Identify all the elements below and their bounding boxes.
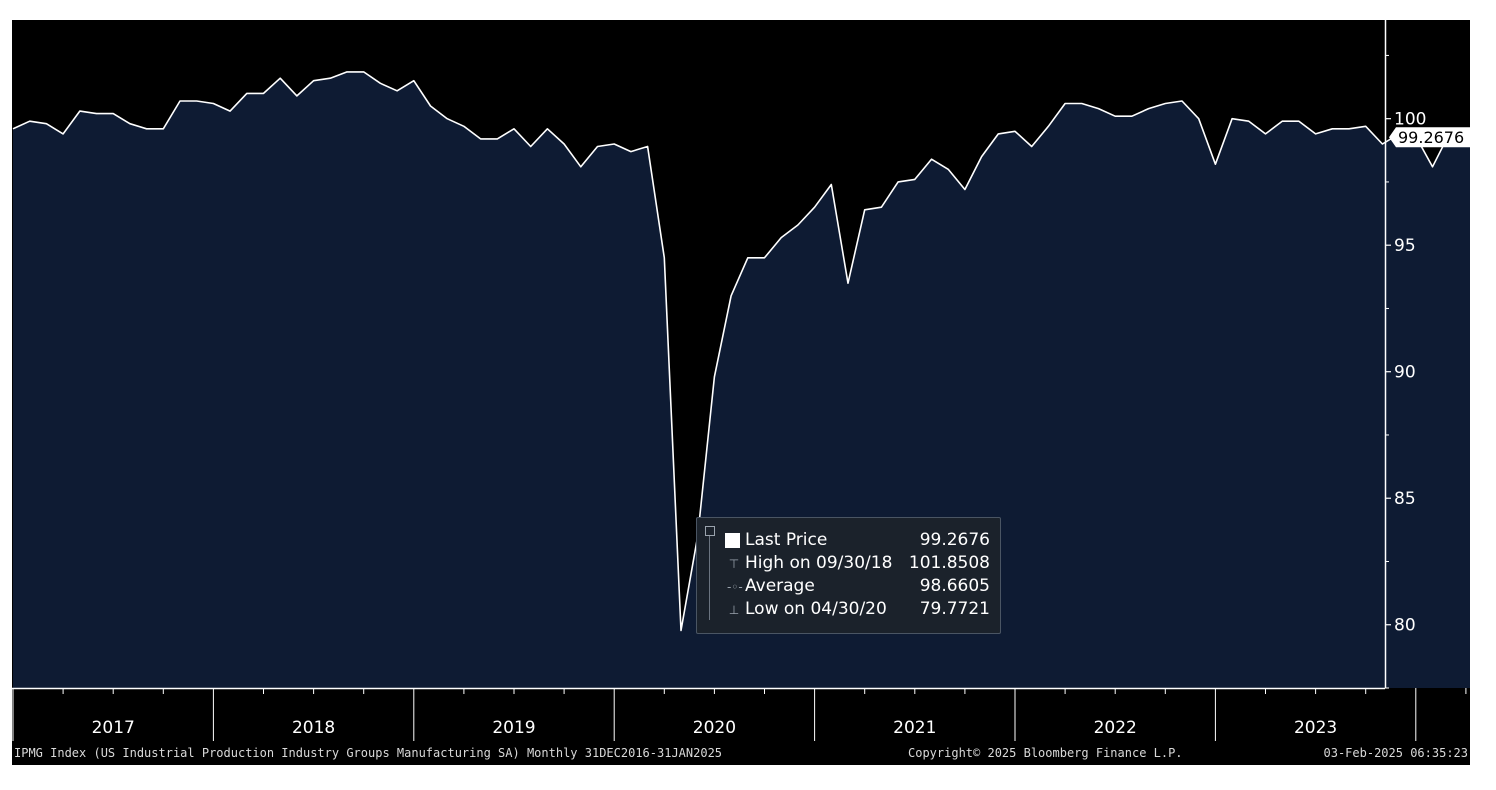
average-marker-icon: -◦- (727, 580, 743, 594)
legend-label: Low on 04/30/20 (745, 599, 887, 619)
low-marker-icon: ⊥ (728, 603, 740, 617)
footer-description: IPMG Index (US Industrial Production Ind… (14, 746, 723, 760)
legend-label: High on 09/30/18 (745, 553, 893, 573)
last-price-callout-label: 99.2676 (1398, 128, 1464, 147)
x-tick-label: 2022 (1094, 718, 1137, 738)
legend-row-high: ⊤ High on 09/30/18 101.8508 (697, 553, 1000, 575)
legend-value: 79.7721 (919, 599, 990, 619)
legend-tree-line (709, 536, 710, 620)
chart-frame: 80 85 90 95 100 99.2676 2017 2018 2019 2020 2021 20… (12, 20, 1470, 765)
legend-label: Last Price (745, 530, 828, 550)
y-tick-label: 100 (1394, 110, 1426, 130)
white-square-icon (725, 533, 740, 548)
legend-value: 101.8508 (908, 553, 990, 573)
legend-value: 99.2676 (919, 530, 990, 550)
y-tick-label: 80 (1394, 616, 1416, 636)
x-tick-label: 2020 (693, 718, 736, 738)
x-tick-label: 2017 (92, 718, 135, 738)
legend-value: 98.6605 (919, 576, 990, 596)
x-tick-label: 2021 (893, 718, 936, 738)
legend-label: Average (745, 576, 815, 596)
legend-row-average: -◦- Average 98.6605 (697, 576, 1000, 598)
series-area-fill (13, 71, 1470, 688)
high-marker-icon: ⊤ (728, 557, 740, 571)
footer-copyright: Copyright© 2025 Bloomberg Finance L.P. (908, 746, 1183, 760)
last-price-callout (1389, 127, 1470, 148)
legend-row-low: ⊥ Low on 04/30/20 79.7721 (697, 599, 1000, 621)
y-tick-label: 85 (1394, 489, 1416, 509)
x-tick-label: 2019 (492, 718, 535, 738)
legend-row-last-price: Last Price 99.2676 (697, 530, 1000, 552)
series-line-last-price (12, 71, 1470, 632)
y-tick-label: 90 (1394, 363, 1416, 383)
x-tick-label: 2023 (1294, 718, 1337, 738)
chart-legend: Last Price 99.2676 ⊤ High on 09/30/18 10… (696, 517, 1001, 634)
footer-timestamp: 03-Feb-2025 06:35:23 (1323, 746, 1469, 760)
y-tick-label: 95 (1394, 236, 1416, 256)
x-tick-label: 2018 (292, 718, 335, 738)
collapse-box-icon[interactable] (705, 526, 715, 536)
